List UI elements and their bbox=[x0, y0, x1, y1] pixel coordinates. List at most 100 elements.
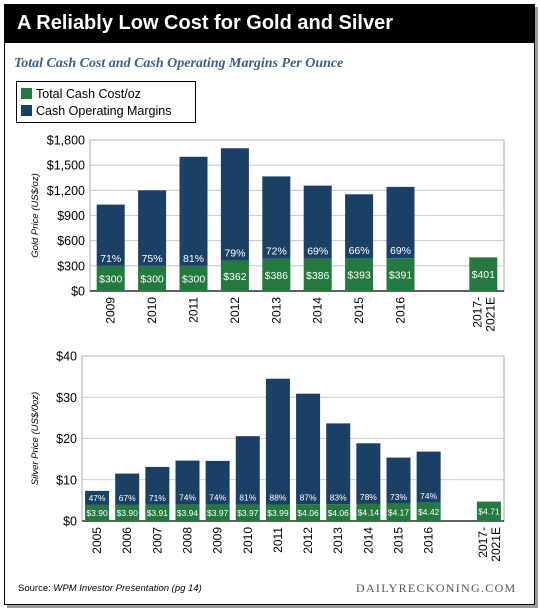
chart1-cost-label: $300 bbox=[182, 273, 206, 285]
chart2-bar-cost bbox=[115, 504, 140, 521]
chart2-margin-label: 71% bbox=[149, 493, 166, 503]
chart2-category-label-line: 2005 bbox=[90, 527, 104, 554]
source-note: Source: WPM Investor Presentation (pg 14… bbox=[18, 583, 202, 594]
legend-label-cost: Total Cash Cost/oz bbox=[36, 86, 141, 101]
page-title: A Reliably Low Cost for Gold and Silver bbox=[17, 12, 393, 34]
chart1-ytick-label: $1,200 bbox=[47, 184, 85, 198]
chart2-cost-label: $4.14 bbox=[358, 508, 380, 518]
chart1-cost-label: $300 bbox=[140, 273, 164, 285]
chart2-category-label-line: 2015 bbox=[392, 527, 406, 554]
chart2-bar-cost bbox=[476, 501, 501, 521]
chart1-category-label-line: 2013 bbox=[269, 297, 283, 324]
chart1-bar-margin bbox=[138, 190, 167, 266]
chart1-cost-label: $391 bbox=[389, 270, 413, 282]
chart1-category-label-line: 2021E bbox=[483, 297, 497, 332]
chart2-bar-margin bbox=[235, 436, 260, 505]
chart2-bar-cost bbox=[296, 504, 321, 521]
chart2-bar-cost bbox=[175, 504, 200, 521]
chart1-bar-cost bbox=[262, 258, 291, 291]
chart2-category-label: 2005 bbox=[90, 527, 104, 554]
chart1-bar-margin bbox=[179, 156, 208, 266]
chart2-ytick-label: $20 bbox=[56, 432, 77, 446]
chart2-ytick-label: $0 bbox=[63, 515, 77, 529]
chart2-category-label: 2012 bbox=[301, 527, 315, 554]
chart2-margin-label: 88% bbox=[269, 493, 286, 503]
chart1-category-label: 2013 bbox=[269, 297, 283, 324]
chart1-margin-label: 75% bbox=[142, 253, 163, 265]
chart2-category-label: 2011 bbox=[271, 527, 285, 553]
chart2-bar-cost bbox=[265, 504, 290, 521]
chart2-category-label-line: 2017- bbox=[476, 527, 490, 558]
chart1-bar-cost bbox=[179, 265, 208, 291]
chart2-margin-label: 74% bbox=[420, 491, 437, 501]
chart2-bar-margin bbox=[356, 443, 381, 504]
chart1-category-label-line: 2015 bbox=[352, 297, 366, 324]
chart2-bar-margin bbox=[115, 473, 140, 505]
chart1-margin-label: 69% bbox=[390, 245, 411, 257]
chart2-category-label: 2007 bbox=[150, 527, 164, 554]
chart1-ytick-label: $0 bbox=[71, 285, 85, 299]
chart1-margin-label: 79% bbox=[224, 248, 245, 260]
chart2-category-label-line: 2012 bbox=[301, 527, 315, 554]
chart1-bar-margin bbox=[345, 194, 374, 259]
chart1-ytick-label: $900 bbox=[57, 209, 85, 223]
chart1-category-label: 2015 bbox=[352, 297, 366, 324]
chart2-margin-label: 81% bbox=[239, 493, 256, 503]
chart1-cost-label: $386 bbox=[265, 270, 289, 282]
chart2-cost-label: $3.99 bbox=[267, 508, 289, 518]
chart1-bar-cost bbox=[303, 258, 332, 291]
chart1-cost-label: $393 bbox=[347, 270, 371, 282]
chart2-y-axis-title: Silver Price (US$/0oz) bbox=[30, 392, 41, 485]
source-lead: Source: bbox=[18, 583, 51, 594]
chart2-margin-label: 83% bbox=[330, 492, 347, 502]
chart1-margin-label: 71% bbox=[100, 253, 121, 265]
brand-watermark: DAILYRECKONING.COM bbox=[356, 581, 517, 595]
chart2-bar-margin bbox=[326, 423, 351, 505]
chart2-category-label: 2013 bbox=[331, 527, 345, 554]
chart2-margin-label: 47% bbox=[89, 493, 106, 503]
chart2-cost-label: $3.97 bbox=[207, 508, 229, 518]
chart2-cost-label: $3.90 bbox=[117, 508, 139, 518]
chart2-margin-label: 74% bbox=[179, 493, 196, 503]
chart1-bar-cost bbox=[469, 257, 498, 291]
chart2-bar-margin bbox=[265, 378, 290, 505]
chart1-category-label-line: 2011 bbox=[187, 297, 201, 323]
chart2-bar-margin bbox=[85, 490, 110, 505]
source-text: WPM Investor Presentation (pg 14) bbox=[53, 583, 202, 594]
chart2-category-label-line: 2016 bbox=[422, 527, 436, 554]
chart2-cost-label: $3.91 bbox=[147, 508, 169, 518]
chart2-ytick-label: $10 bbox=[56, 473, 77, 487]
chart2-category-label-line: 2006 bbox=[120, 527, 134, 554]
chart1-category-label-line: 2016 bbox=[394, 297, 408, 324]
legend-swatch-margins bbox=[21, 105, 32, 116]
chart1-category-label: 2010 bbox=[145, 297, 159, 324]
chart2-category-label: 2010 bbox=[241, 527, 255, 554]
chart2-category-label-line: 2021E bbox=[489, 527, 503, 562]
legend-item-cost: Total Cash Cost/oz bbox=[21, 85, 191, 102]
chart2-category-label: 2009 bbox=[211, 527, 225, 554]
chart1-margin-label: 81% bbox=[183, 253, 204, 265]
chart2-bar-cost bbox=[386, 503, 411, 521]
chart2-category-label-line: 2013 bbox=[331, 527, 345, 554]
chart2-cost-label: $3.94 bbox=[177, 508, 199, 518]
chart2-margin-label: 87% bbox=[300, 492, 317, 502]
chart2-bar-margin bbox=[145, 466, 170, 505]
chart2-cost-label: $4.71 bbox=[478, 507, 500, 517]
chart2-bar-cost bbox=[85, 504, 110, 521]
chart1-category-label-line: 2009 bbox=[104, 297, 118, 324]
chart1-bar-margin bbox=[220, 148, 249, 261]
chart2-cost-label: $4.42 bbox=[418, 507, 440, 517]
chart2-margin-label: 73% bbox=[390, 492, 407, 502]
chart2-bar-margin bbox=[386, 457, 411, 504]
chart2-bar-cost bbox=[205, 504, 230, 521]
chart1-category-label: 2014 bbox=[311, 297, 325, 324]
chart2-cost-label: $4.06 bbox=[328, 508, 350, 518]
chart2-category-label: 2008 bbox=[181, 527, 195, 554]
chart2-margin-label: 78% bbox=[360, 492, 377, 502]
chart1-y-axis-title: Gold Price (US$/oz) bbox=[30, 173, 41, 257]
chart1-bar-margin bbox=[96, 204, 125, 266]
chart1-category-label: 2009 bbox=[104, 297, 118, 324]
chart1-cost-label: $386 bbox=[306, 270, 330, 282]
legend-swatch-cost bbox=[21, 88, 32, 99]
